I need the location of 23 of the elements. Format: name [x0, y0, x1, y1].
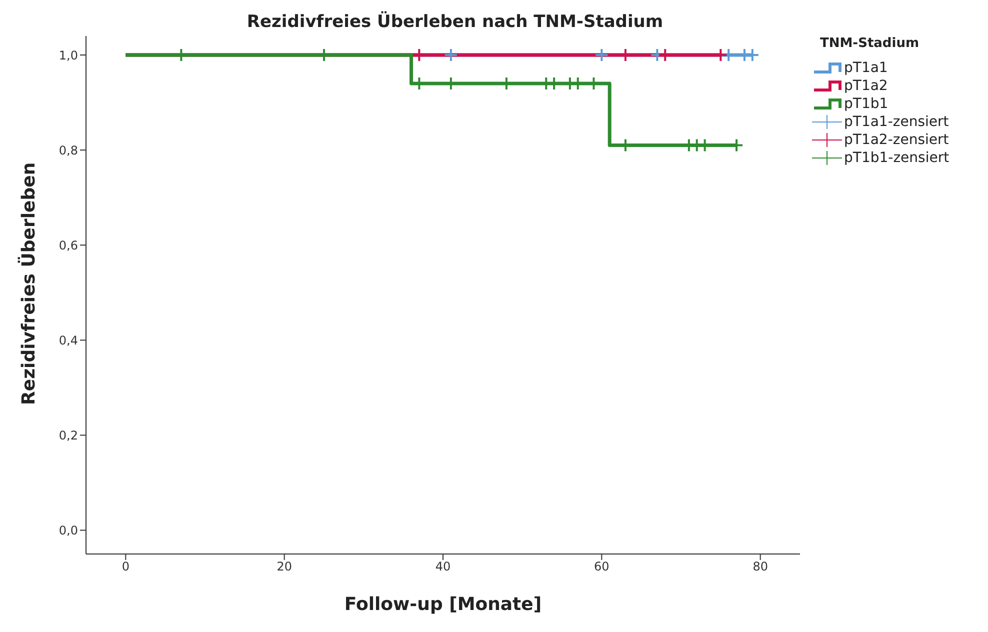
legend-label: pT1b1-zensiert — [844, 150, 950, 166]
x-axis-title: Follow-up [Monate] — [344, 594, 542, 615]
x-tick-label: 80 — [752, 560, 768, 574]
point — [444, 49, 457, 62]
y-tick-label: 0,8 — [58, 143, 78, 158]
chart-title: Rezidivfreies Überleben nach TNM-Stadium — [246, 12, 664, 32]
y-tick-label: 1,0 — [58, 48, 78, 62]
legend-label: pT1b1 — [844, 96, 888, 112]
legend-label: pT1a2 — [844, 78, 888, 94]
legend-label: pT1a1 — [844, 60, 888, 76]
legend-title: TNM-Stadium — [820, 36, 920, 51]
x-tick-label: 40 — [435, 560, 451, 574]
point — [596, 49, 608, 62]
y-axis-title: Rezidivfreies Überleben — [17, 162, 40, 405]
y-tick-label: 0,6 — [58, 238, 78, 252]
y-tick-label: 0,2 — [58, 428, 78, 442]
x-tick-label: 60 — [594, 560, 610, 574]
x-tick-label: 20 — [276, 560, 292, 574]
x-tick-label: 0 — [122, 560, 130, 574]
y-tick-label: 0,0 — [58, 524, 78, 538]
legend-label: pT1a1-zensiert — [844, 114, 949, 130]
legend-label: pT1a2-zensiert — [844, 132, 949, 148]
y-tick-label: 0,4 — [58, 333, 78, 348]
